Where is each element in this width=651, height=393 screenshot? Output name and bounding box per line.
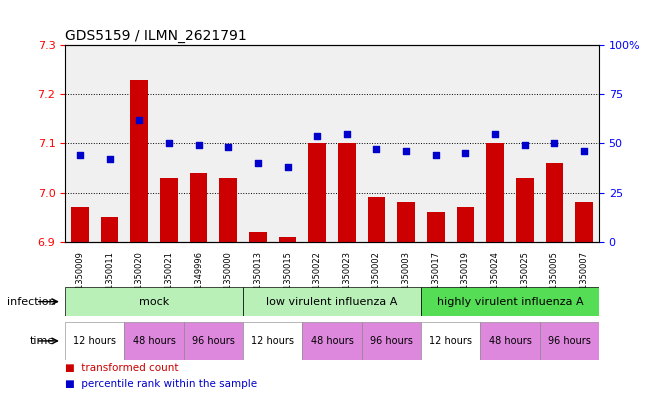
Point xyxy=(342,130,352,137)
Bar xyxy=(575,202,593,393)
Bar xyxy=(184,322,243,360)
Bar xyxy=(486,143,504,393)
Bar xyxy=(65,287,243,316)
Point xyxy=(193,142,204,149)
Bar xyxy=(397,202,415,393)
Point xyxy=(253,160,263,166)
Bar xyxy=(516,178,534,393)
Point xyxy=(312,132,322,139)
Bar xyxy=(160,178,178,393)
Bar xyxy=(130,79,148,393)
Bar xyxy=(309,143,326,393)
Bar xyxy=(124,322,184,360)
Bar xyxy=(65,322,124,360)
Text: 48 hours: 48 hours xyxy=(311,336,353,346)
Text: highly virulent influenza A: highly virulent influenza A xyxy=(437,297,583,307)
Bar xyxy=(456,208,475,393)
Bar xyxy=(249,232,267,393)
Point xyxy=(371,146,381,152)
Bar xyxy=(101,217,118,393)
Text: 48 hours: 48 hours xyxy=(488,336,531,346)
Bar xyxy=(219,178,237,393)
Point xyxy=(163,140,174,147)
Text: 12 hours: 12 hours xyxy=(429,336,472,346)
Bar xyxy=(546,163,563,393)
Bar xyxy=(368,198,385,393)
Point xyxy=(283,164,293,170)
Point xyxy=(75,152,85,158)
Text: 12 hours: 12 hours xyxy=(74,336,117,346)
Text: 96 hours: 96 hours xyxy=(370,336,413,346)
Bar xyxy=(362,322,421,360)
Text: 48 hours: 48 hours xyxy=(133,336,176,346)
Text: 96 hours: 96 hours xyxy=(192,336,235,346)
Bar xyxy=(243,322,302,360)
Bar xyxy=(189,173,208,393)
Text: ■  transformed count: ■ transformed count xyxy=(65,364,178,373)
Text: GDS5159 / ILMN_2621791: GDS5159 / ILMN_2621791 xyxy=(65,29,247,43)
Text: low virulent influenza A: low virulent influenza A xyxy=(266,297,398,307)
Bar xyxy=(421,322,480,360)
Point xyxy=(460,150,471,156)
Point xyxy=(579,148,589,154)
Point xyxy=(401,148,411,154)
Text: mock: mock xyxy=(139,297,169,307)
Bar xyxy=(243,287,421,316)
Text: 96 hours: 96 hours xyxy=(548,336,590,346)
Bar xyxy=(338,143,355,393)
Bar xyxy=(279,237,296,393)
Point xyxy=(519,142,530,149)
Point xyxy=(134,117,145,123)
Text: infection: infection xyxy=(7,297,55,307)
Point xyxy=(430,152,441,158)
Bar xyxy=(71,208,89,393)
Bar xyxy=(427,212,445,393)
Text: ■  percentile rank within the sample: ■ percentile rank within the sample xyxy=(65,379,257,389)
Point xyxy=(490,130,501,137)
Text: 12 hours: 12 hours xyxy=(251,336,294,346)
Point xyxy=(104,156,115,162)
Text: time: time xyxy=(30,336,55,346)
Bar xyxy=(302,322,362,360)
Point xyxy=(549,140,560,147)
Bar xyxy=(540,322,599,360)
Bar xyxy=(480,322,540,360)
Point xyxy=(223,144,234,151)
Bar xyxy=(421,287,599,316)
